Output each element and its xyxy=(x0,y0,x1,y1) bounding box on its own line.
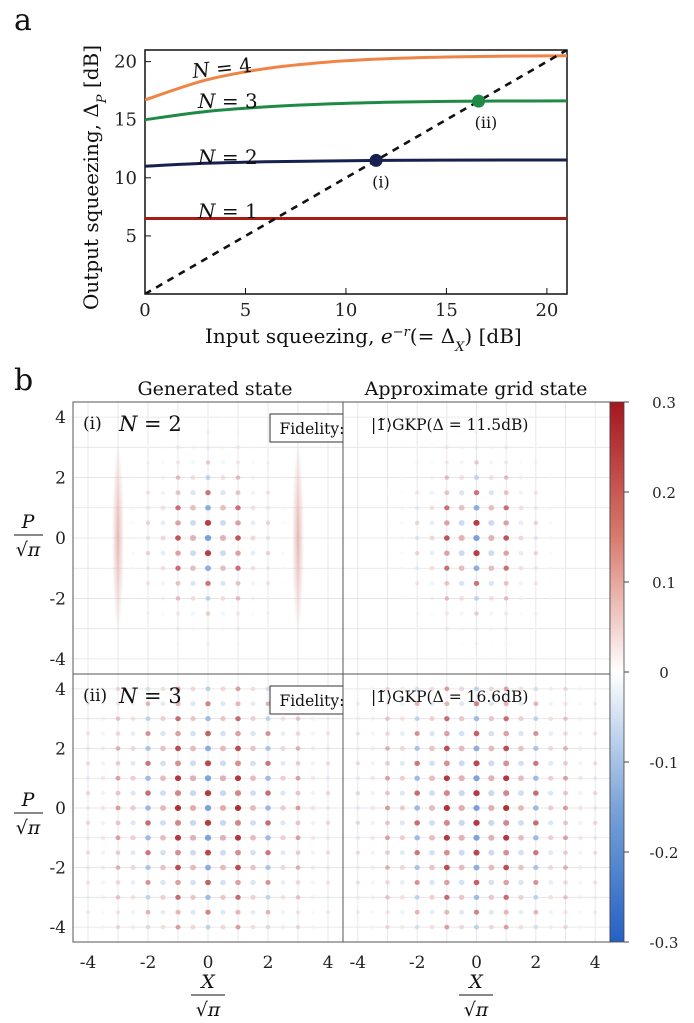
y-axis-label-a: Output squeezing, ΔP [dB] xyxy=(79,45,110,310)
y-tick-label-b: -2 xyxy=(49,859,66,879)
colorbar-tick-label: -0.1 xyxy=(650,754,679,772)
x-tick-label-a: 10 xyxy=(334,300,357,321)
y-tick-label-b: -4 xyxy=(49,918,66,938)
heatmap-4: |1̃⟩GKP(Δ = 16.6dB) xyxy=(342,673,611,943)
y-tick-label-a: 5 xyxy=(126,226,137,247)
x-tick-label-b: -2 xyxy=(409,953,426,973)
panel-a-letter: a xyxy=(14,3,32,38)
row-tag: (i) xyxy=(83,414,102,434)
series-line-2 xyxy=(145,158,567,168)
x-tick-label-b: 4 xyxy=(323,953,334,973)
y-tick-label-b: 0 xyxy=(55,799,66,819)
curve-label: N = 3 xyxy=(197,89,258,113)
plot-frame-a xyxy=(144,49,568,295)
svg-text:P: P xyxy=(21,511,36,533)
curve-label: N = 2 xyxy=(197,145,258,169)
gkp-state-label: |1̃⟩GKP(Δ = 16.6dB) xyxy=(371,688,528,706)
x-axis-label-a: Input squeezing, e−r(= ΔX) [dB] xyxy=(205,324,522,355)
svg-text:P: P xyxy=(21,789,36,811)
x-tick-label-b: 0 xyxy=(471,953,482,973)
svg-text:√π: √π xyxy=(16,817,41,839)
colorbar-tick-label: 0 xyxy=(659,664,669,682)
column-title-generated: Generated state xyxy=(138,378,293,400)
svg-text:X: X xyxy=(467,971,484,993)
y-axis-label-b-top: P √π xyxy=(14,511,43,561)
y-axis-label-b-bottom: P √π xyxy=(14,789,43,839)
svg-text:√π: √π xyxy=(196,999,221,1021)
x-tick-label-b: -2 xyxy=(140,953,157,973)
y-tick-label-b: -4 xyxy=(49,650,66,670)
x-tick-label-b: 2 xyxy=(530,953,541,973)
line-chart-panel-a: 0 5 10 15 20 5 10 15 20 (i) (ii) N = 4 N = 3 N = 2 N… xyxy=(114,49,568,321)
diagonal-dashed-line xyxy=(145,50,567,294)
colorbar-tick-label: 0.3 xyxy=(652,394,676,412)
x-tick-label-b: 2 xyxy=(263,953,274,973)
x-tick-label-a: 20 xyxy=(535,300,558,321)
colorbar-tick-label: 0.1 xyxy=(652,574,676,592)
colorbar-tick-label: -0.3 xyxy=(650,934,679,952)
x-tick-label-a: 0 xyxy=(139,300,150,321)
x-tick-label-b: 4 xyxy=(590,953,601,973)
x-tick-label-a: 5 xyxy=(240,300,251,321)
y-tick-label-a: 20 xyxy=(114,52,137,73)
colorbar-tick-label: 0.2 xyxy=(652,484,676,502)
curve-label: N = 1 xyxy=(197,199,258,223)
heatmap-3: (ii) N = 3 Fidelity: 99.3% xyxy=(72,673,409,943)
x-tick-label-a: 15 xyxy=(435,300,458,321)
y-tick-label-b: 4 xyxy=(55,408,66,428)
row-n-label: N = 3 xyxy=(118,684,182,708)
colorbar-tick-label: -0.2 xyxy=(650,844,679,862)
marker-label: (ii) xyxy=(475,113,498,132)
marker-label: (i) xyxy=(372,172,390,191)
series-line-4 xyxy=(145,54,567,102)
y-tick-label-b: 4 xyxy=(55,680,66,700)
column-title-approximate: Approximate grid state xyxy=(364,378,588,400)
marker-point-1 xyxy=(369,153,383,167)
x-tick-label-b: 0 xyxy=(203,953,214,973)
row-tag: (ii) xyxy=(83,686,107,706)
curve-label: N = 4 xyxy=(190,53,253,83)
svg-text:√π: √π xyxy=(464,999,489,1021)
y-tick-label-b: 2 xyxy=(55,469,66,489)
panel-b-letter: b xyxy=(14,363,33,398)
x-tick-label-b: -4 xyxy=(350,953,367,973)
row-n-label: N = 2 xyxy=(118,412,182,436)
x-axis-label-b-left: X √π xyxy=(191,971,225,1021)
svg-text:√π: √π xyxy=(16,539,41,561)
heatmap-panel-b: Generated state Approximate grid state (… xyxy=(49,378,678,973)
series-line-3 xyxy=(145,99,567,122)
y-tick-label-b: 2 xyxy=(55,739,66,759)
x-tick-label-b: -4 xyxy=(80,953,97,973)
svg-text:X: X xyxy=(199,971,216,993)
y-tick-label-b: -2 xyxy=(49,589,66,609)
heatmap-1: (i) N = 2 Fidelity: 93.5% xyxy=(72,401,409,675)
y-tick-label-b: 0 xyxy=(55,529,66,549)
colorbar xyxy=(609,401,625,943)
heatmap-2: |1̃⟩GKP(Δ = 11.5dB) xyxy=(342,401,611,675)
x-axis-label-b-right: X √π xyxy=(459,971,493,1021)
y-tick-label-a: 15 xyxy=(114,110,137,131)
gkp-state-label: |1̃⟩GKP(Δ = 11.5dB) xyxy=(371,416,528,434)
y-tick-label-a: 10 xyxy=(114,168,137,189)
marker-point-2 xyxy=(472,94,486,108)
